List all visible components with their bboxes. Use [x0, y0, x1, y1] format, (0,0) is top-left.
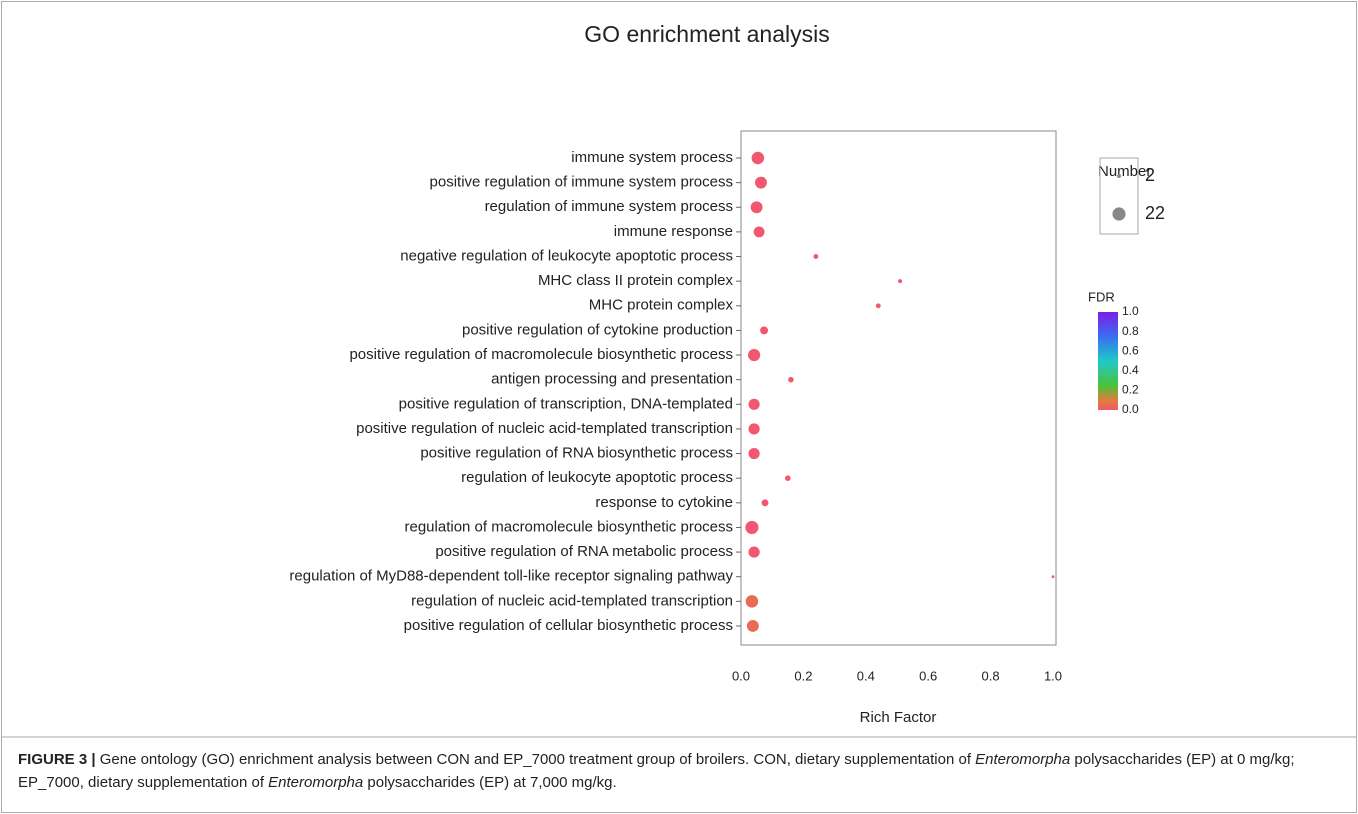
plot-frame [740, 130, 1057, 646]
bubble [746, 620, 759, 632]
bubble [785, 475, 791, 481]
x-tick-label: 0.2 [794, 668, 812, 683]
bubble [750, 201, 763, 214]
y-tick-label: regulation of MyD88-dependent toll-like … [289, 568, 733, 585]
caption-text: polysaccharides (EP) at 7,000 mg/kg. [363, 774, 617, 791]
y-tick-label: immune response [614, 223, 733, 240]
bubble [898, 279, 903, 284]
y-tick-label: positive regulation of immune system pro… [430, 174, 733, 191]
bubble [748, 447, 760, 460]
y-tick-label: immune system process [571, 149, 733, 166]
y-tick-label: response to cytokine [595, 494, 733, 511]
y-tick-label: MHC protein complex [589, 297, 734, 314]
bubble [748, 398, 760, 410]
y-tick-label: positive regulation of cellular biosynth… [404, 617, 733, 634]
bubble [813, 254, 819, 259]
bubble [748, 348, 761, 362]
color-tick-label: 0.6 [1122, 343, 1139, 357]
x-tick-label: 1.0 [1044, 668, 1062, 683]
x-tick-label: 0.6 [919, 668, 937, 683]
bubble [760, 326, 769, 335]
size-legend-title: Number [1098, 163, 1151, 180]
y-tick-label: positive regulation of RNA biosynthetic … [420, 445, 733, 462]
bubble [761, 499, 769, 507]
chart-title: GO enrichment analysis [584, 21, 829, 47]
bubble [753, 226, 765, 238]
caption-text: Enteromorpha [975, 751, 1071, 768]
color-tick-label: 0.4 [1122, 363, 1139, 377]
y-tick-label: positive regulation of transcription, DN… [399, 395, 733, 412]
bubble [788, 376, 794, 383]
y-tick-label: regulation of nucleic acid-templated tra… [411, 592, 733, 609]
color-tick-label: 0.0 [1122, 402, 1139, 416]
caption: FIGURE 3 | Gene ontology (GO) enrichment… [18, 748, 1338, 794]
y-tick-label: positive regulation of nucleic acid-temp… [356, 420, 733, 437]
size-legend-box [1099, 157, 1139, 235]
size-legend-marker [1112, 207, 1126, 221]
color-tick-label: 0.8 [1122, 324, 1139, 338]
caption-text: Enteromorpha [268, 774, 364, 791]
caption-text: Gene ontology (GO) enrichment analysis b… [95, 751, 976, 768]
y-tick-label: regulation of macromolecule biosynthetic… [405, 518, 734, 535]
y-tick-label: negative regulation of leukocyte apoptot… [400, 247, 733, 264]
color-tick-label: 1.0 [1122, 304, 1139, 318]
size-legend-label: 22 [1145, 203, 1165, 223]
bubble [745, 520, 759, 535]
bubble [745, 595, 759, 608]
color-tick-label: 0.2 [1122, 383, 1139, 397]
size-legend-label: 2 [1145, 165, 1155, 185]
y-tick-label: positive regulation of RNA metabolic pro… [435, 543, 733, 560]
bubble [751, 151, 765, 165]
caption-text: polysaccharides (EP) at 0 mg/kg; EP_7000… [18, 751, 1295, 791]
bubble [748, 546, 760, 558]
caption-label: FIGURE 3 | [18, 751, 96, 768]
x-tick-label: 0.0 [732, 668, 750, 683]
bubble [1051, 575, 1055, 579]
y-tick-label: regulation of leukocyte apoptotic proces… [461, 469, 733, 486]
y-tick-label: MHC class II protein complex [538, 272, 734, 289]
size-legend-marker [1117, 174, 1121, 178]
x-axis-label: Rich Factor [860, 709, 937, 726]
bubble [755, 176, 767, 189]
color-legend-title: FDR [1088, 289, 1115, 304]
y-tick-label: positive regulation of cytokine producti… [462, 321, 733, 338]
y-tick-label: positive regulation of macromolecule bio… [349, 346, 733, 363]
x-tick-label: 0.4 [857, 668, 875, 683]
color-bar [1098, 312, 1118, 410]
y-tick-label: regulation of immune system process [485, 198, 733, 215]
bubble [875, 303, 881, 309]
y-tick-label: antigen processing and presentation [491, 371, 733, 388]
bubble [748, 423, 760, 435]
x-tick-label: 0.8 [982, 668, 1000, 683]
